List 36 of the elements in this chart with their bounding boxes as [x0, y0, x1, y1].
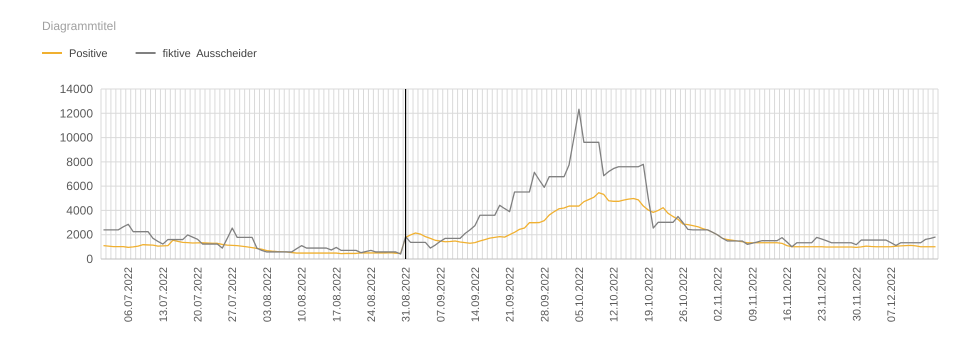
y-tick-label: 0	[86, 252, 94, 266]
y-tick-label: 6000	[66, 179, 94, 194]
y-tick-label: 8000	[66, 154, 94, 169]
x-tick-label: 05.10.2022	[574, 267, 586, 322]
x-tick-label: 24.08.2022	[366, 267, 378, 322]
y-tick-label: 2000	[66, 228, 94, 242]
y-tick-label: 12000	[60, 106, 94, 120]
x-tick-label: 19.10.2022	[643, 267, 656, 322]
x-tick-label: 09.11.2022	[747, 267, 760, 322]
x-tick-label: 27.07.2022	[227, 267, 240, 322]
x-tick-label: 02.11.2022	[712, 267, 725, 322]
line-series	[102, 108, 936, 255]
x-tick-label: 07.12.2022	[886, 267, 898, 322]
x-tick-label: 13.07.2022	[158, 267, 170, 322]
x-tick-label: 21.09.2022	[504, 267, 517, 322]
x-tick-label: 17.08.2022	[331, 267, 344, 322]
legend-label: Positive	[69, 48, 108, 60]
y-tick-label: 14000	[60, 82, 94, 96]
x-tick-label: 16.11.2022	[782, 267, 794, 322]
x-tick-label: 07.09.2022	[435, 267, 448, 322]
x-tick-label: 14.09.2022	[470, 267, 482, 322]
x-tick-label: 20.07.2022	[192, 267, 205, 322]
x-tick-label: 28.09.2022	[539, 267, 552, 322]
x-tick-label: 30.11.2022	[851, 267, 864, 322]
x-tick-label: 06.07.2022	[123, 267, 136, 322]
line-series	[102, 192, 936, 254]
x-tick-label: 12.10.2022	[608, 267, 621, 322]
x-tick-label: 31.08.2022	[400, 267, 413, 322]
chart-title: Diagrammtitel	[42, 19, 116, 33]
x-tick-label: 26.10.2022	[678, 267, 690, 322]
legend-label: fiktive Ausscheider	[162, 48, 258, 60]
x-tick-label: 03.08.2022	[262, 267, 274, 322]
x-tick-label: 10.08.2022	[296, 267, 309, 322]
y-tick-label: 4000	[66, 203, 94, 218]
x-tick-label: 23.11.2022	[816, 267, 829, 322]
y-tick-label: 10000	[60, 130, 94, 145]
